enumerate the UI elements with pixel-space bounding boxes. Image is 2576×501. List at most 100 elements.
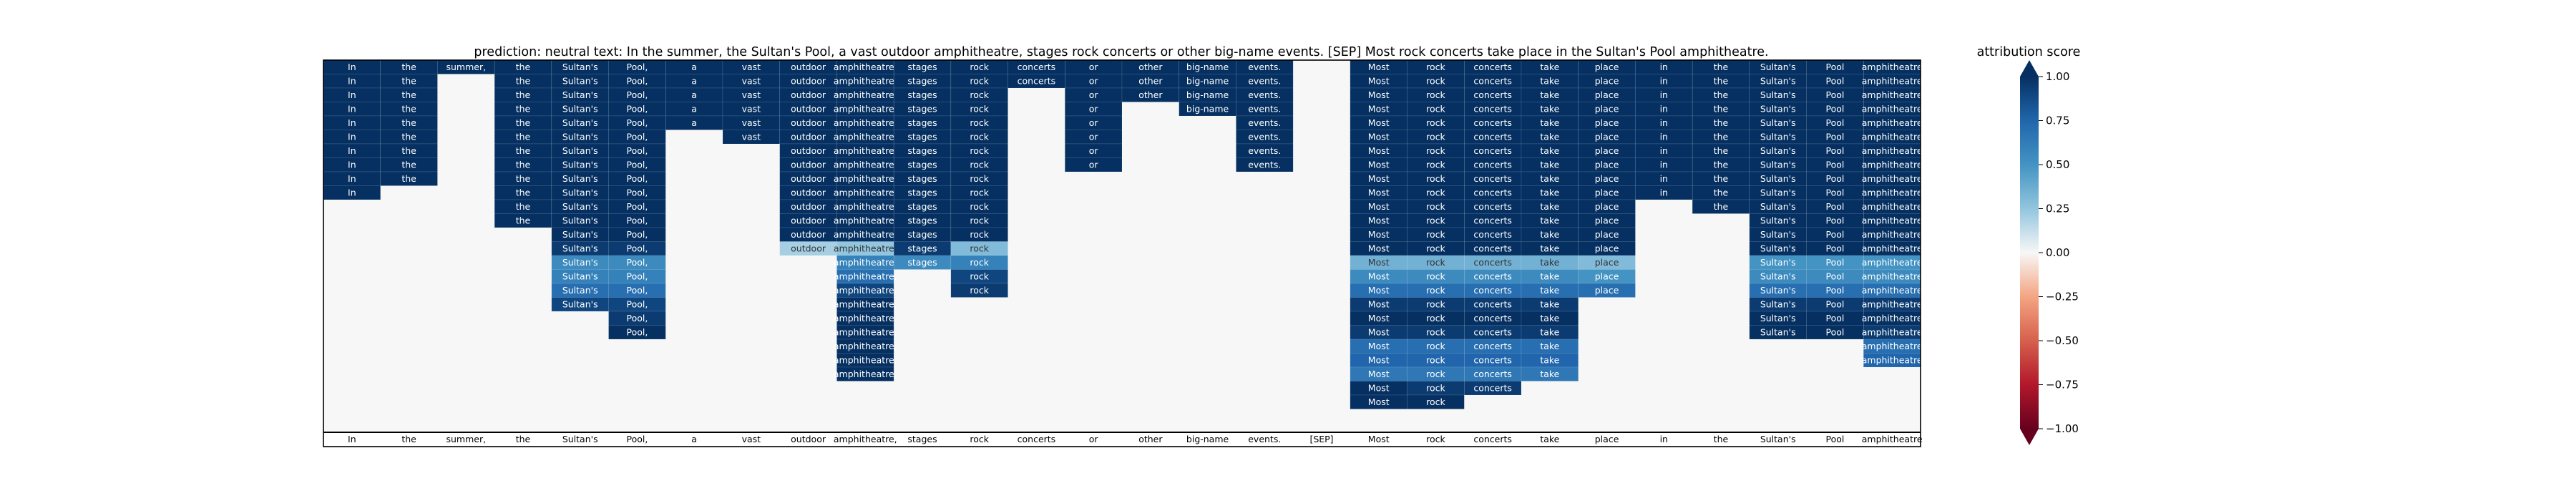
heatmap-cell: or [1064,130,1123,145]
heatmap-cell: place [1578,171,1636,186]
heatmap-cell-token: take [1540,117,1559,128]
heatmap-cell: take [1521,353,1579,368]
heatmap-cell: concerts [1463,115,1522,130]
heatmap-cell-token: rock [1426,117,1445,128]
heatmap-cell: In [323,115,381,130]
heatmap-cell-token: big-name [1186,89,1229,100]
heatmap-cell-token: Pool [1825,103,1844,114]
heatmap-cell: Most [1350,353,1407,368]
heatmap-cell-fill [893,255,952,270]
heatmap-cell-token: Most [1368,173,1390,184]
heatmap-cell-token: concerts [1473,173,1512,184]
heatmap-cell: amphitheatre [1862,255,1923,270]
heatmap-cell-token: Pool [1825,229,1844,240]
heatmap-cell: Sultan's [1749,255,1807,270]
heatmap-cell-token: amphitheatre, [834,145,897,156]
heatmap-cell-token: the [401,159,416,170]
heatmap-cell: stages [893,227,952,242]
heatmap-cell-token: take [1540,89,1559,100]
heatmap-cell-token: Pool [1825,313,1844,324]
heatmap-cell: a [665,59,723,74]
heatmap-cell-token: amphitheatre [1862,103,1923,114]
heatmap-cell: Sultan's [1749,102,1807,117]
heatmap-cell-token: Sultan's [1760,229,1796,240]
heatmap-cell: or [1064,115,1123,130]
heatmap-cell: amphitheatre [1862,115,1923,130]
heatmap-cell: concerts [1463,241,1522,256]
heatmap-cell-token: amphitheatre [1862,298,1923,309]
heatmap-cell: Sultan's [551,283,609,298]
heatmap-cell-token: concerts [1473,382,1512,393]
heatmap-cell-token: place [1595,215,1619,225]
heatmap-cell: outdoor [779,199,837,214]
heatmap-cell-token: rock [1426,201,1445,212]
heatmap-cell: rock [950,269,1008,284]
heatmap-cell: Most [1350,171,1407,186]
heatmap-cell-token: outdoor [791,103,826,114]
heatmap-cell-token: Sultan's [1760,313,1796,324]
heatmap-cell: Pool [1806,102,1864,117]
token-label: Sultan's [562,434,598,444]
token-label: concerts [1018,434,1056,444]
heatmap-cell: rock [1407,394,1465,409]
heatmap-cell: take [1521,283,1579,298]
heatmap-cell: Pool [1806,297,1864,312]
heatmap-cell-token: Sultan's [1760,117,1796,128]
heatmap-cell-fill [1463,381,1522,396]
heatmap-cell-token: rock [970,285,989,296]
heatmap-cell: take [1521,311,1579,326]
heatmap-cell-token: In [348,117,356,128]
heatmap-cell: concerts [1463,311,1522,326]
heatmap-cell: take [1521,366,1579,381]
heatmap-cell-token: take [1540,313,1559,324]
heatmap-cell: Sultan's [1749,74,1807,89]
heatmap-cell: summer, [437,59,495,74]
heatmap-cell: Most [1350,311,1407,326]
heatmap-cell-token: concerts [1473,145,1512,156]
heatmap-cell-token: place [1595,89,1619,100]
heatmap-cell-token: or [1089,117,1099,128]
heatmap-cell-token: in [1660,103,1668,114]
heatmap-cell: place [1578,283,1636,298]
heatmap-cell: Pool [1806,87,1864,102]
heatmap-cell-fill [836,366,894,381]
heatmap-cell-token: Most [1368,117,1390,128]
heatmap-cell: events. [1236,130,1294,145]
heatmap-cell-token: outdoor [791,145,826,156]
heatmap-cell: rock [1407,213,1465,228]
heatmap-cell-token: concerts [1473,271,1512,281]
heatmap-cell: the [494,199,552,214]
token-label: a [691,434,697,444]
heatmap-cell: rock [1407,115,1465,130]
heatmap-cell-token: Pool [1825,298,1844,309]
heatmap-cell: rock [1407,130,1465,145]
heatmap-cell-token: place [1595,62,1619,72]
heatmap-cell-token: Pool, [627,243,648,253]
heatmap-cell-fill [779,241,837,256]
heatmap-cell: amphitheatre, [834,353,897,368]
heatmap-cell-fill [1578,283,1636,298]
heatmap-cell: big-name [1179,87,1236,102]
token-label: or [1089,434,1099,444]
heatmap-cell-token: amphitheatre [1862,131,1923,142]
heatmap-cell: take [1521,199,1579,214]
heatmap-cell-token: take [1540,201,1559,212]
heatmap-cell: Pool, [608,130,666,145]
heatmap-cell-token: concerts [1473,313,1512,324]
heatmap-cell-token: Sultan's [562,75,598,86]
heatmap-cell-token: amphitheatre [1862,117,1923,128]
heatmap-cell-token: concerts [1473,103,1512,114]
heatmap-cell: stages [893,213,952,228]
heatmap-cell: rock [950,102,1008,117]
heatmap-cell: Pool, [608,74,666,89]
heatmap-cell: the [380,87,438,102]
heatmap-cell-token: Sultan's [562,131,598,142]
heatmap-cell-token: concerts [1473,201,1512,212]
heatmap-cell-token: Most [1368,75,1390,86]
heatmap-cell: events. [1236,143,1294,158]
heatmap-cell-token: Pool, [627,75,648,86]
heatmap-cell-token: take [1540,159,1559,170]
heatmap-cell-token: rock [970,103,989,114]
heatmap-cell: Sultan's [1749,241,1807,256]
heatmap-cell: amphitheatre, [834,339,897,354]
